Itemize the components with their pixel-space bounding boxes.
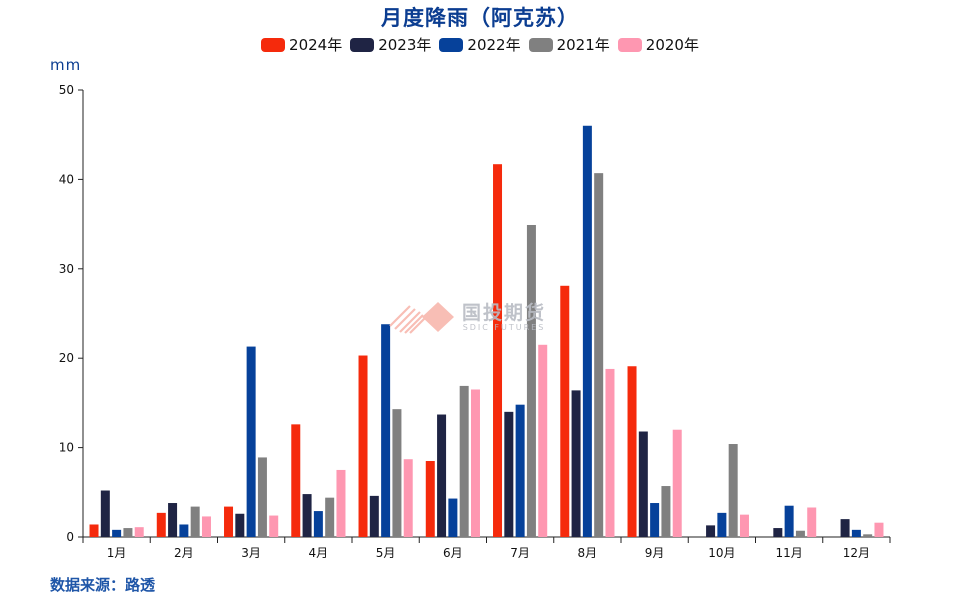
legend-label: 2024年 bbox=[289, 36, 343, 54]
bar bbox=[538, 344, 548, 537]
bar bbox=[627, 366, 637, 537]
x-tick-label: 12月 bbox=[843, 546, 870, 560]
x-tick-label: 1月 bbox=[107, 546, 127, 560]
y-tick-label: 30 bbox=[59, 262, 74, 276]
bar bbox=[100, 490, 110, 537]
y-tick-label: 40 bbox=[59, 172, 74, 186]
bar bbox=[650, 503, 660, 537]
bar bbox=[269, 515, 279, 537]
bar bbox=[257, 457, 267, 537]
bar bbox=[717, 512, 727, 537]
bar bbox=[134, 527, 144, 537]
chart-title: 月度降雨（阿克苏） bbox=[381, 6, 579, 30]
bar bbox=[706, 525, 716, 537]
bar bbox=[369, 495, 379, 537]
bar bbox=[313, 511, 323, 537]
bar bbox=[179, 524, 189, 537]
y-axis-unit-label: mm bbox=[50, 56, 82, 74]
bar bbox=[661, 486, 671, 537]
data-source-label: 数据来源：路透 bbox=[50, 576, 156, 594]
bar bbox=[795, 530, 805, 537]
bar bbox=[863, 534, 873, 537]
bar bbox=[773, 528, 783, 537]
bar bbox=[605, 368, 615, 537]
bar bbox=[459, 385, 469, 537]
bar bbox=[224, 506, 234, 537]
x-tick-label: 3月 bbox=[241, 546, 261, 560]
bar bbox=[336, 469, 346, 537]
legend-label: 2020年 bbox=[645, 36, 699, 54]
y-tick-label: 10 bbox=[59, 441, 74, 455]
legend-swatch bbox=[439, 37, 464, 52]
bar bbox=[425, 461, 435, 537]
bar bbox=[302, 494, 312, 537]
watermark-text-en: SDIC FUTURES bbox=[462, 322, 546, 332]
x-tick-label: 10月 bbox=[708, 546, 735, 560]
legend-item: 2021年 bbox=[528, 34, 610, 55]
bar bbox=[851, 529, 861, 537]
x-tick-label: 2月 bbox=[174, 546, 194, 560]
legend-item: 2020年 bbox=[617, 34, 699, 55]
watermark: 国投期货 SDIC FUTURES bbox=[388, 300, 546, 334]
bar bbox=[89, 524, 99, 537]
bar bbox=[246, 346, 256, 537]
watermark-text-cn: 国投期货 bbox=[462, 301, 547, 324]
bar bbox=[437, 414, 447, 537]
bar bbox=[504, 411, 514, 537]
bar bbox=[526, 224, 536, 537]
bar bbox=[448, 498, 458, 537]
x-tick-label: 6月 bbox=[443, 546, 463, 560]
bar bbox=[235, 513, 245, 537]
bar bbox=[201, 516, 211, 537]
bar bbox=[112, 529, 122, 537]
bar bbox=[190, 506, 200, 537]
bar bbox=[358, 355, 368, 537]
bar bbox=[874, 522, 884, 537]
bar bbox=[515, 404, 525, 537]
bar bbox=[392, 409, 402, 537]
bar bbox=[739, 514, 749, 537]
legend-swatch bbox=[617, 37, 642, 52]
legend: 2024年 2023年 2022年 2021年 2020年 bbox=[0, 34, 960, 55]
y-tick-label: 20 bbox=[59, 351, 74, 365]
bar bbox=[560, 285, 570, 537]
bar bbox=[571, 390, 581, 537]
legend-item: 2024年 bbox=[261, 34, 342, 55]
legend-swatch bbox=[261, 37, 286, 52]
legend-item: 2023年 bbox=[350, 34, 431, 55]
bar bbox=[403, 459, 413, 537]
bar bbox=[168, 503, 178, 537]
y-tick-label: 50 bbox=[59, 83, 74, 97]
x-tick-label: 8月 bbox=[578, 546, 598, 560]
bar bbox=[493, 164, 503, 537]
legend-swatch bbox=[528, 37, 553, 52]
bar bbox=[784, 505, 794, 537]
legend-label: 2023年 bbox=[378, 36, 432, 54]
bar bbox=[381, 324, 391, 537]
bar bbox=[325, 497, 335, 537]
bar bbox=[672, 429, 682, 537]
legend-label: 2022年 bbox=[467, 36, 521, 54]
bar bbox=[728, 444, 738, 537]
bar bbox=[123, 528, 133, 537]
legend-swatch bbox=[350, 37, 375, 52]
bar bbox=[840, 519, 850, 537]
legend-item: 2022年 bbox=[439, 34, 521, 55]
bar bbox=[638, 431, 648, 537]
y-tick-label: 0 bbox=[66, 530, 74, 544]
x-tick-label: 5月 bbox=[376, 546, 396, 560]
x-tick-label: 11月 bbox=[775, 546, 802, 560]
bar bbox=[291, 424, 301, 537]
bar bbox=[594, 173, 604, 537]
bar bbox=[470, 389, 480, 537]
x-tick-label: 4月 bbox=[309, 546, 329, 560]
legend-label: 2021年 bbox=[556, 36, 610, 54]
x-tick-label: 9月 bbox=[645, 546, 665, 560]
x-tick-label: 7月 bbox=[510, 546, 530, 560]
bar bbox=[156, 512, 166, 537]
bar bbox=[807, 507, 817, 537]
sdic-logo-icon bbox=[389, 302, 454, 334]
bar bbox=[582, 125, 592, 537]
